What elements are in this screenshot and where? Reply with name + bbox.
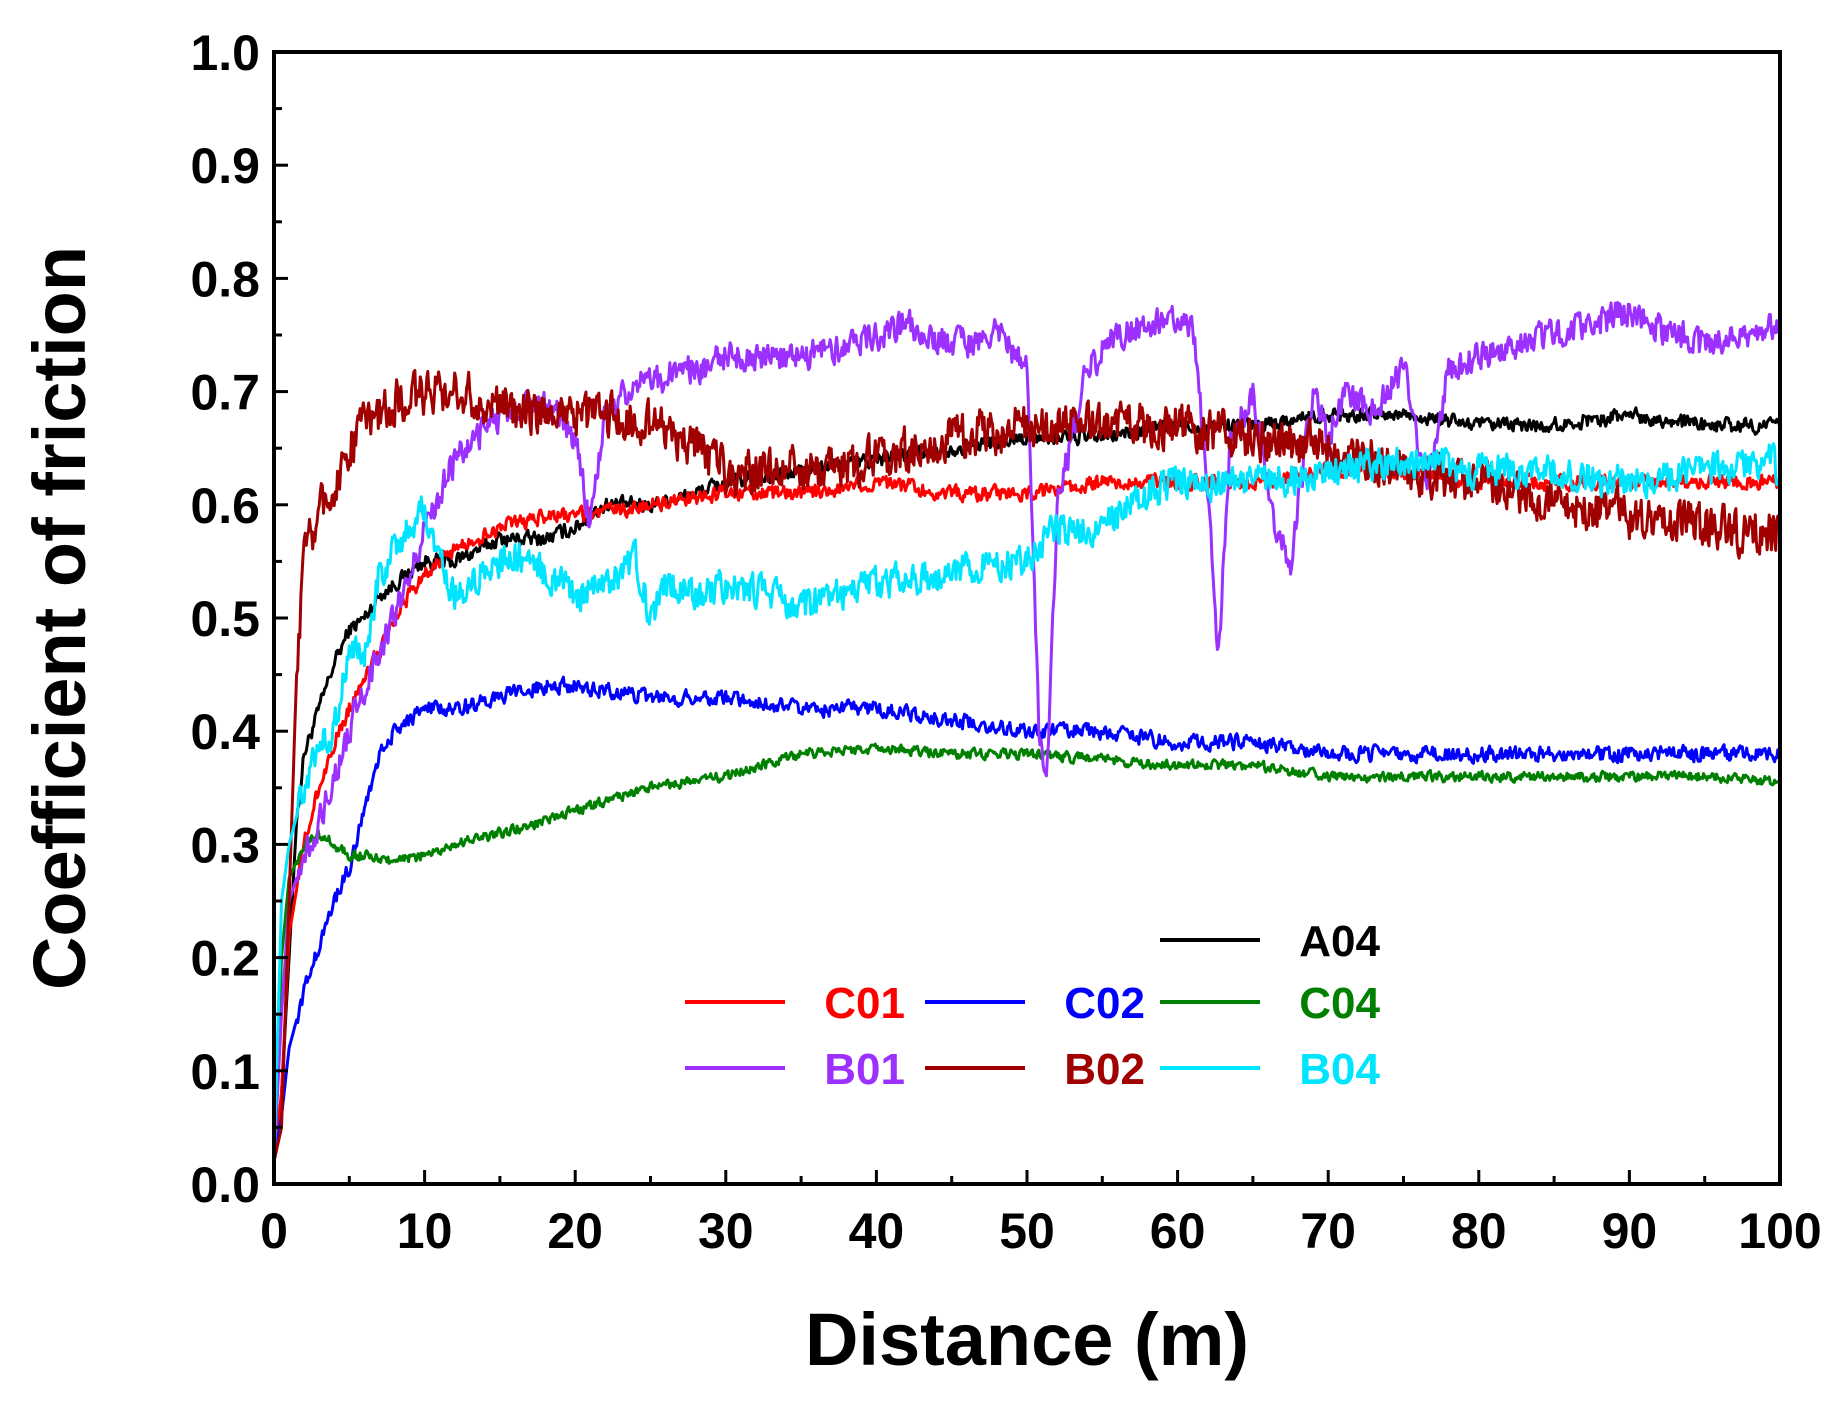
x-tick-label: 10 [397, 1203, 453, 1259]
legend: A04 C01 C02 C04 B01 B02 B04 [685, 917, 1381, 1094]
series-line-c04 [272, 742, 1782, 1162]
y-tick-label: 0.2 [190, 931, 260, 987]
legend-label-b04: B04 [1299, 1045, 1380, 1094]
x-tick-label: 50 [999, 1203, 1055, 1259]
series-line-a04 [272, 405, 1782, 1162]
x-tick-label: 90 [1602, 1203, 1658, 1259]
y-tick-label: 0.9 [190, 138, 260, 194]
y-tick-label: 0.5 [190, 591, 260, 647]
legend-label-a04: A04 [1299, 917, 1380, 966]
series-line-b04 [272, 442, 1782, 1162]
y-tick-label: 0.0 [190, 1157, 260, 1213]
series-line-c02 [272, 675, 1782, 1162]
legend-label-c04: C04 [1299, 979, 1380, 1028]
legend-label-c02: C02 [1064, 979, 1145, 1028]
y-tick-label: 0.4 [190, 704, 260, 760]
y-axis-title: Coefficient of friction [18, 246, 101, 990]
series-layer [272, 301, 1782, 1162]
x-tick-label: 0 [260, 1203, 288, 1259]
y-tick-label: 0.8 [190, 251, 260, 307]
x-tick-label: 80 [1451, 1203, 1507, 1259]
legend-label-b02: B02 [1064, 1045, 1145, 1094]
legend-label-b01: B01 [824, 1045, 905, 1094]
series-line-b02 [272, 369, 1782, 1162]
y-tick-label: 0.7 [190, 365, 260, 421]
x-tick-label: 40 [849, 1203, 905, 1259]
legend-label-c01: C01 [824, 979, 905, 1028]
x-axis-title: Distance (m) [805, 1298, 1249, 1381]
x-tick-label: 70 [1300, 1203, 1356, 1259]
ticks-layer: 0 10 20 30 40 50 60 70 80 90 100 0.0 0.1 0.2 0.3 0.4 0.5… [190, 25, 1821, 1259]
x-tick-label: 30 [698, 1203, 754, 1259]
series-line-c01 [272, 461, 1782, 1162]
y-tick-label: 0.1 [190, 1044, 260, 1100]
y-tick-label: 1.0 [190, 25, 260, 81]
x-tick-label: 100 [1738, 1203, 1821, 1259]
y-tick-label: 0.6 [190, 478, 260, 534]
x-tick-label: 60 [1150, 1203, 1206, 1259]
y-tick-label: 0.3 [190, 817, 260, 873]
x-tick-label: 20 [547, 1203, 603, 1259]
